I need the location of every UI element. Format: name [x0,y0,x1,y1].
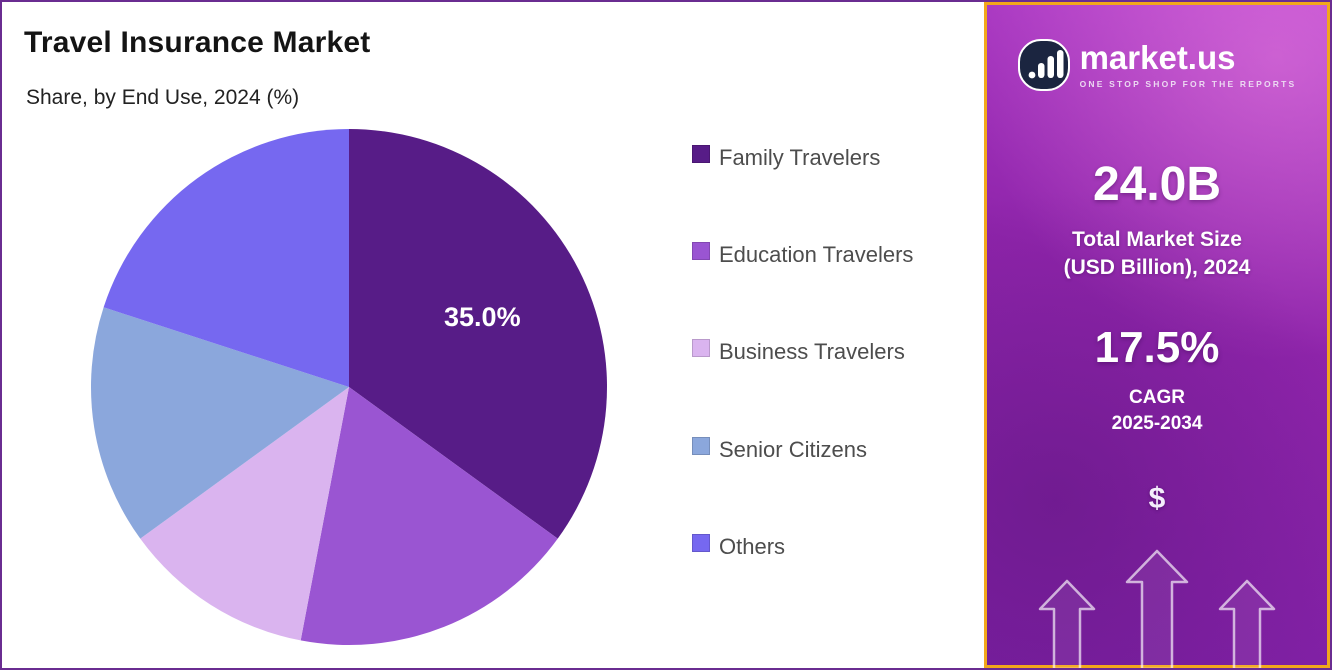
legend-item-education-travelers: Education Travelers [692,237,942,273]
legend-swatch [692,145,710,163]
stats-panel: market.us ONE STOP SHOP FOR THE REPORTS … [984,2,1330,668]
legend-label: Education Travelers [719,242,914,268]
legend-swatch [692,436,710,455]
pie-slice-business-travelers [140,387,349,641]
legend: Family Travelers Education Travelers Busin… [692,140,942,565]
pie-slice-senior-citizens [90,307,349,539]
legend-swatch [692,533,710,552]
legend-swatch [692,339,710,358]
brand-tagline: ONE STOP SHOP FOR THE REPORTS [1079,79,1297,89]
legend-label: Senior Citizens [719,436,867,462]
chart-title: Travel Insurance Market [24,26,371,59]
pie-chart: 35.0% [90,129,608,645]
cagr-label-line2: 2025-2034 [1111,413,1203,435]
slice-data-label: 35.0% [444,302,521,332]
market-size-label-line1: Total Market Size [1071,228,1242,251]
chart-area: Travel Insurance Market Share, by End Us… [2,2,988,668]
cagr-label-line1: CAGR [1129,386,1185,408]
cagr-label: CAGR 2025-2034 [1112,385,1203,438]
legend-item-business-travelers: Business Travelers [692,334,942,370]
legend-item-senior-citizens: Senior Citizens [692,432,942,468]
cagr-value: 17.5% [1094,322,1220,372]
chart-subtitle: Share, by End Use, 2024 (%) [26,86,300,109]
legend-swatch [692,242,710,261]
pie-slice-family-travelers [349,129,608,539]
legend-label: Family Travelers [719,145,881,170]
legend-item-family-travelers: Family Travelers [692,140,942,176]
pie-slice-education-travelers [300,387,558,645]
legend-label: Business Travelers [719,339,905,365]
market-size-value: 24.0B [1092,158,1222,211]
brand-logo: market.us ONE STOP SHOP FOR THE REPORTS [1017,39,1297,91]
dollar-sign: $ [1148,481,1166,515]
market-size-label: Total Market Size (USD Billion), 2024 [1064,226,1251,283]
growth-arrows-icon [1038,549,1276,668]
legend-item-others: Others [692,529,942,565]
market-size-label-line2: (USD Billion), 2024 [1063,256,1251,280]
brand-name: market.us [1079,39,1236,76]
pie-slice-others [103,129,349,387]
brand-logo-icon [1017,39,1070,91]
legend-label: Others [719,533,786,559]
